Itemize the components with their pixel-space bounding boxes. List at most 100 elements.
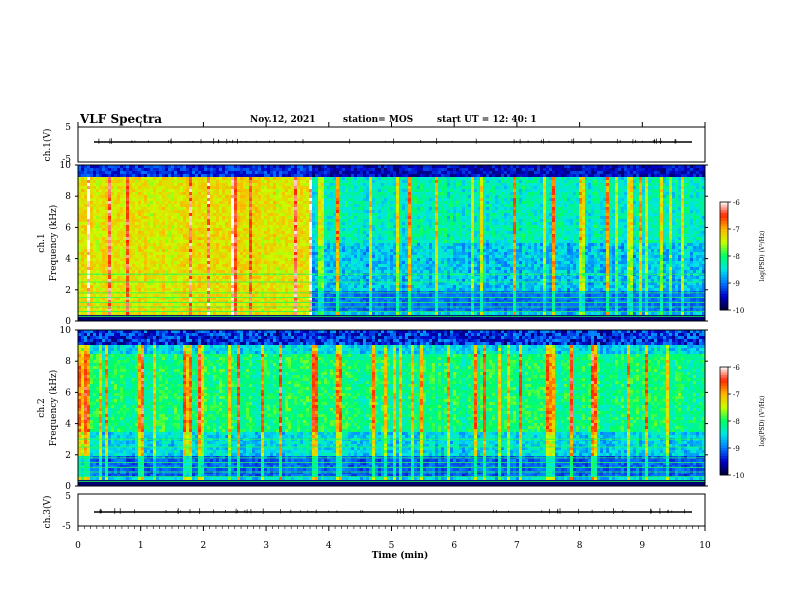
spectrogram-cell: [138, 306, 142, 310]
spectrogram-cell: [303, 240, 307, 244]
spectrogram-cell: [93, 198, 97, 202]
spectrogram-cell: [273, 252, 277, 256]
spectrogram-cell: [249, 225, 253, 229]
spectrogram-cell: [228, 201, 232, 205]
spectrogram-cell: [276, 165, 280, 169]
spectrogram-cell: [243, 192, 247, 196]
spectrogram-cell: [354, 165, 358, 169]
spectrogram-cell: [264, 195, 268, 199]
spectrogram-cell: [312, 207, 316, 211]
spectrogram-cell: [150, 282, 154, 286]
spectrogram-cell: [141, 243, 145, 247]
spectrogram-cell: [144, 300, 148, 304]
spectrogram-cell: [108, 210, 112, 214]
spectrogram-cell: [255, 276, 259, 280]
spectrogram-cell: [192, 216, 196, 220]
spectrogram-cell: [189, 222, 193, 226]
spectrogram-cell: [243, 246, 247, 250]
spectrogram-cell: [330, 174, 334, 178]
spectrogram-cell: [357, 210, 361, 214]
spectrogram-cell: [198, 309, 202, 313]
spectrogram-cell: [201, 312, 205, 316]
spectrogram-cell: [183, 168, 187, 172]
spectrogram-cell: [93, 186, 97, 190]
spectrogram-cell: [240, 246, 244, 250]
spectrogram-cell: [276, 180, 280, 184]
spectrogram-cell: [156, 183, 160, 187]
spectrogram-cell: [360, 282, 364, 286]
spectrogram-cell: [129, 279, 133, 283]
spectrogram-cell: [78, 165, 82, 169]
spectrogram-cell: [357, 186, 361, 190]
spectrogram-cell: [285, 198, 289, 202]
spectrogram-cell: [321, 297, 325, 301]
spectrogram-cell: [264, 222, 268, 226]
spectrogram-cell: [165, 237, 169, 241]
spectrogram-cell: [186, 258, 190, 262]
spectrogram-cell: [144, 270, 148, 274]
spectrogram-cell: [153, 207, 157, 211]
spectrogram-cell: [114, 213, 118, 217]
spectrogram-cell: [183, 297, 187, 301]
spectrogram-cell: [255, 216, 259, 220]
spectrogram-cell: [171, 264, 175, 268]
spectrogram-cell: [330, 300, 334, 304]
spectrogram-cell: [159, 300, 163, 304]
spectrogram-cell: [213, 228, 217, 232]
spectrogram-cell: [354, 192, 358, 196]
spectrogram-cell: [105, 246, 109, 250]
spectrogram-cell: [321, 174, 325, 178]
spectrogram-cell: [219, 297, 223, 301]
spectrogram-cell: [207, 234, 211, 238]
spectrogram-cell: [237, 267, 241, 271]
spectrogram-cell: [129, 183, 133, 187]
spectrogram-cell: [183, 225, 187, 229]
spectrogram-cell: [345, 213, 349, 217]
spectrogram-cell: [171, 255, 175, 259]
spectrogram-cell: [312, 309, 316, 313]
spectrogram-cell: [108, 288, 112, 292]
spectrogram-cell: [150, 276, 154, 280]
spectrogram-cell: [225, 264, 229, 268]
spectrogram-cell: [339, 207, 343, 211]
spectrogram-cell: [291, 168, 295, 172]
spectrogram-cell: [90, 207, 94, 211]
spectrogram-cell: [114, 240, 118, 244]
spectrogram-cell: [360, 177, 364, 181]
spectrogram-cell: [240, 213, 244, 217]
spectrogram-cell: [255, 186, 259, 190]
spectrogram-cell: [180, 300, 184, 304]
spectrogram-cell: [105, 294, 109, 298]
spectrogram-cell: [90, 213, 94, 217]
spectrogram-cell: [120, 219, 124, 223]
spectrogram-cell: [90, 189, 94, 193]
spectrogram-cell: [252, 189, 256, 193]
spectrogram-cell: [174, 246, 178, 250]
spectrogram-cell: [159, 276, 163, 280]
spectrogram-cell: [297, 312, 301, 316]
spectrogram-cell: [123, 279, 127, 283]
spectrogram-cell: [108, 294, 112, 298]
spectrogram-cell: [282, 210, 286, 214]
spectrogram-cell: [120, 318, 124, 322]
spectrogram-cell: [159, 168, 163, 172]
spectrogram-cell: [180, 240, 184, 244]
spectrogram-cell: [138, 240, 142, 244]
spectrogram-cell: [225, 168, 229, 172]
spectrogram-cell: [258, 189, 262, 193]
spectrogram-cell: [315, 219, 319, 223]
spectrogram-cell: [240, 231, 244, 235]
spectrogram-cell: [120, 240, 124, 244]
spectrogram-cell: [192, 267, 196, 271]
spectrogram-cell: [144, 246, 148, 250]
spectrogram-cell: [129, 180, 133, 184]
spectrogram-cell: [168, 210, 172, 214]
spectrogram-cell: [360, 222, 364, 226]
spectrogram-cell: [231, 261, 235, 265]
spectrogram-cell: [150, 279, 154, 283]
spectrogram-cell: [339, 249, 343, 253]
spectrogram-cell: [141, 276, 145, 280]
spectrogram-cell: [108, 240, 112, 244]
spectrogram-cell: [270, 303, 274, 307]
spectrogram-cell: [138, 225, 142, 229]
